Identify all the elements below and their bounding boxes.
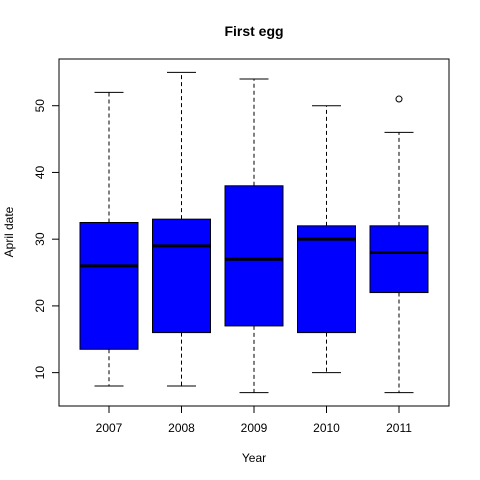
box-2009 xyxy=(224,78,284,394)
iqr-box xyxy=(297,225,356,334)
iqr-box xyxy=(79,221,139,350)
x-tick-label: 2008 xyxy=(168,421,195,435)
x-axis-label: Year xyxy=(242,451,266,465)
box-2010 xyxy=(297,105,356,374)
y-tick-label: 10 xyxy=(33,366,47,380)
x-tick-label: 2011 xyxy=(386,421,412,435)
x-tick-label: 2007 xyxy=(96,421,123,435)
iqr-box xyxy=(369,225,429,294)
y-tick-label: 30 xyxy=(33,232,47,246)
y-axis-label: April date xyxy=(2,206,16,257)
iqr-box xyxy=(152,218,211,334)
y-tick-label: 20 xyxy=(33,299,47,313)
x-tick-label: 2010 xyxy=(313,421,340,435)
chart-title: First egg xyxy=(224,23,283,39)
x-tick-label: 2009 xyxy=(241,421,268,435)
y-tick-label: 50 xyxy=(33,99,47,113)
box-2011 xyxy=(369,95,429,394)
outlier-point xyxy=(395,95,403,103)
box-2007 xyxy=(79,91,139,387)
y-tick-label: 40 xyxy=(33,165,47,179)
box-2008 xyxy=(152,71,211,387)
iqr-box xyxy=(224,185,284,327)
